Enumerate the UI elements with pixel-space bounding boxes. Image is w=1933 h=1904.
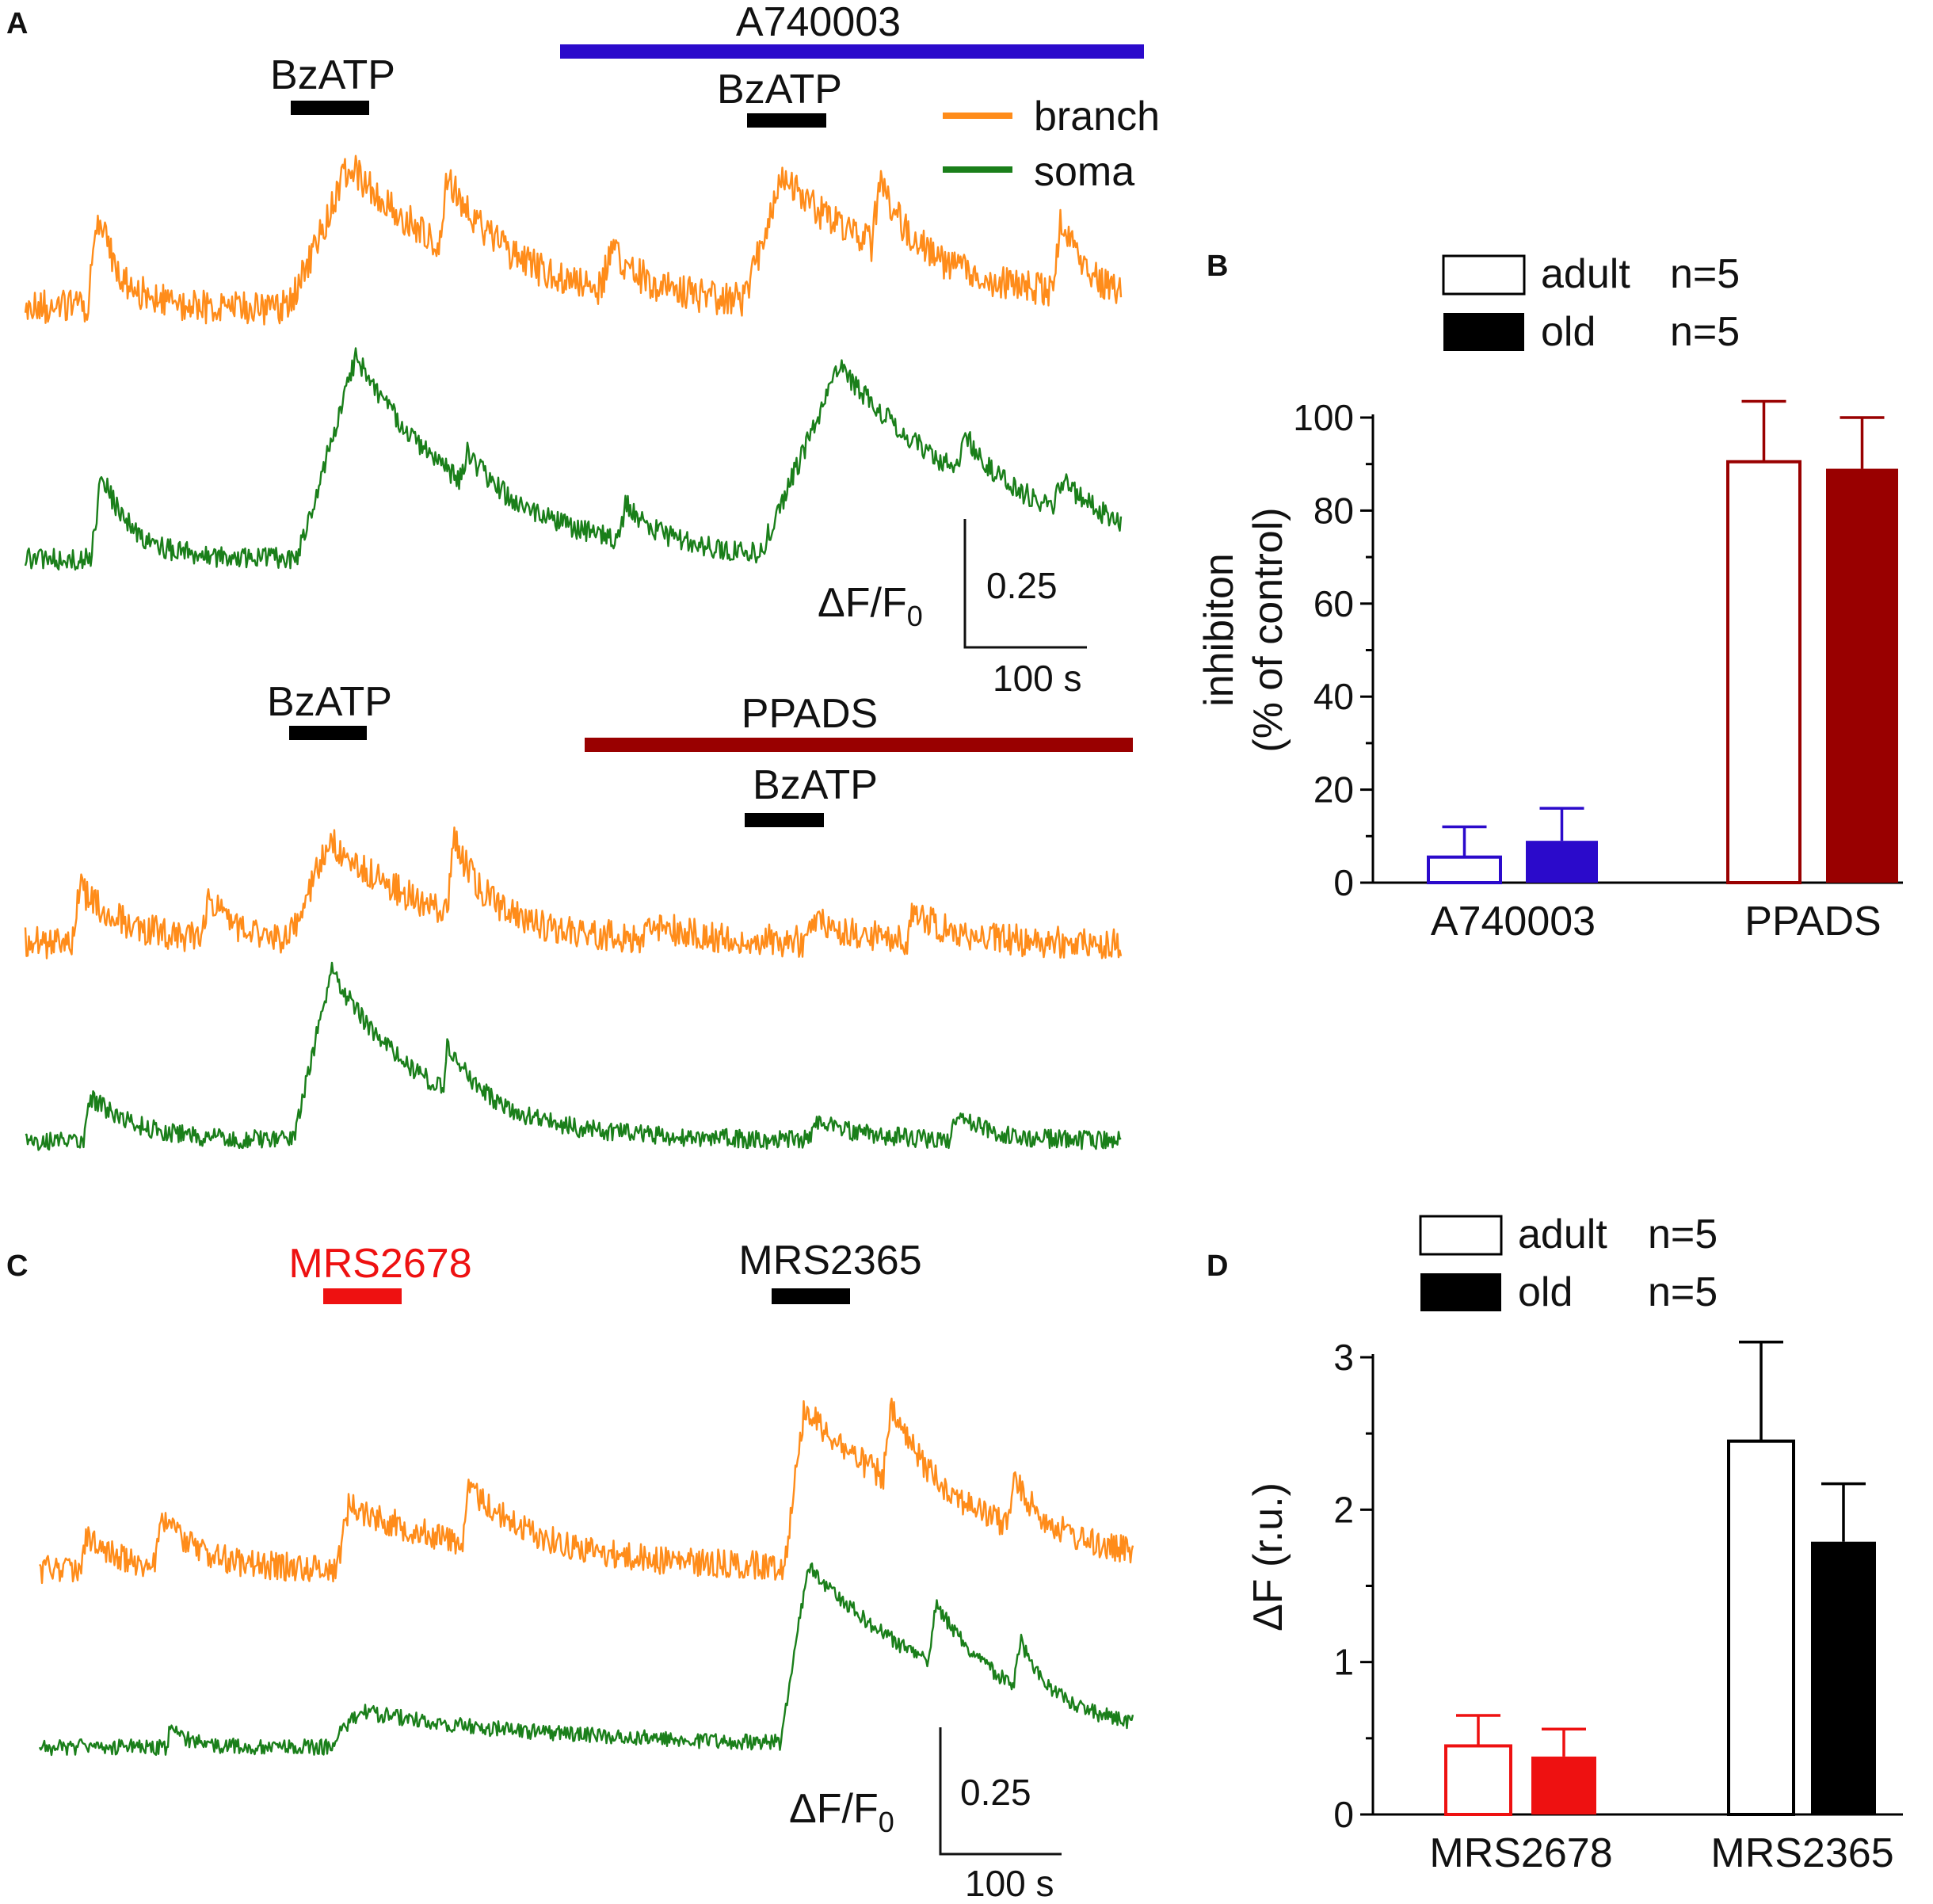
chart-b-plot: 0 20 40 60 80 100 A740003 PPADS [1293,397,1903,944]
panel-label-a: A [6,7,28,40]
bzatp-label-1: BzATP [270,52,395,98]
chart-d-ytick-label-3: 3 [1333,1337,1354,1378]
chart-d-plot: 0 1 2 3 MRS2678 MRS2365 [1333,1337,1903,1876]
ppads-label: PPADS [742,691,878,737]
chart-b-ylabel-2: (% of control) [1245,507,1291,752]
trace-c-soma [38,1562,1134,1757]
chart-b-category-ppads: PPADS [1744,899,1881,944]
scalebar-a: ΔF/F0 0.25 100 s [818,519,1087,699]
mrs2678-label: MRS2678 [288,1241,471,1287]
chart-b-ylabel-1: inhibiton [1196,553,1242,707]
chart-b-ytick-label-0: 0 [1333,862,1354,903]
legend-d-adult-label: adult [1518,1211,1607,1257]
chart-b-bar-ppads-old [1826,468,1898,883]
trace-a1-soma [24,347,1123,571]
chart-d-ytick-label-1: 1 [1333,1642,1354,1683]
chart-b-bar-a740003-adult [1427,855,1502,884]
scalebar-c-xvalue: 100 s [965,1863,1054,1904]
scalebar-a-lines [963,519,1087,649]
legend-b-adult-swatch [1442,254,1526,296]
trace-a1-branch [24,155,1123,326]
scalebar-c: ΔF/F0 0.25 100 s [789,1727,1062,1904]
chart-b-category-a740003: A740003 [1431,899,1596,944]
legend-b-adult-n: n=5 [1670,251,1740,297]
legend-b-old-swatch [1443,313,1524,351]
panel-label-d: D [1207,1250,1228,1283]
chart-b-ytick-label-5: 100 [1293,397,1354,438]
scalebar-c-yunit: ΔF/F0 [789,1786,894,1838]
bzatp-label-2: BzATP [717,67,842,113]
legend-d-old-swatch [1420,1273,1501,1311]
chart-d-ytick-label-0: 0 [1333,1794,1354,1835]
a740003-label: A740003 [736,0,901,45]
chart-b-ytick-label-4: 80 [1313,490,1354,531]
bzatp-label-4: BzATP [753,762,878,808]
chart-b-ytick-label-1: 20 [1313,769,1354,811]
trace-c-branch [38,1397,1134,1585]
legend-d-old-label: old [1518,1269,1573,1315]
bzatp-label-3: BzATP [267,679,392,725]
chart-d-bar-mrs2365-old [1811,1541,1876,1814]
legend-soma-label: soma [1034,149,1134,195]
chart-d-ytick-label-2: 2 [1333,1489,1354,1530]
chart-b-bar-ppads-adult [1726,460,1801,884]
scalebar-a-xvalue: 100 s [993,658,1082,699]
legend-b-adult-label: adult [1541,251,1630,297]
chart-b: adult n=5 old n=5 0 20 40 60 80 100 A740003 PPA… [1196,251,1903,944]
scalebar-a-yunit: ΔF/F0 [818,580,923,632]
panel-label-b: B [1207,250,1228,283]
chart-d-bar-mrs2678-old [1531,1756,1596,1814]
chart-d-ylabel: ΔF (r.u.) [1245,1482,1291,1631]
mrs2365-label: MRS2365 [738,1238,921,1284]
chart-d: adult n=5 old n=5 0 1 2 3 MRS2678 MRS2365 ΔF … [1245,1211,1903,1876]
trace-a2-branch [24,826,1123,960]
chart-d-category-mrs2365: MRS2365 [1710,1830,1893,1876]
scalebar-c-lines [939,1727,1062,1856]
chart-d-bar-mrs2365-adult [1727,1439,1795,1816]
chart-d-category-mrs2678: MRS2678 [1429,1830,1612,1876]
legend-b-old-label: old [1541,309,1596,355]
scalebar-c-yvalue: 0.25 [960,1772,1031,1813]
legend-b-old-n: n=5 [1670,309,1740,355]
legend-d-adult-swatch [1419,1215,1503,1256]
chart-b-ytick-label-3: 60 [1313,583,1354,624]
legend-branch-label: branch [1034,93,1160,139]
chart-b-bar-a740003-old [1526,841,1598,883]
chart-b-ytick-label-2: 40 [1313,676,1354,717]
legend-d-old-n: n=5 [1648,1269,1718,1315]
panel-label-c: C [6,1250,28,1283]
legend-d-adult-n: n=5 [1648,1211,1718,1257]
trace-a2-soma [25,961,1122,1151]
scalebar-a-yvalue: 0.25 [986,565,1058,606]
chart-d-bar-mrs2678-adult [1444,1744,1512,1816]
